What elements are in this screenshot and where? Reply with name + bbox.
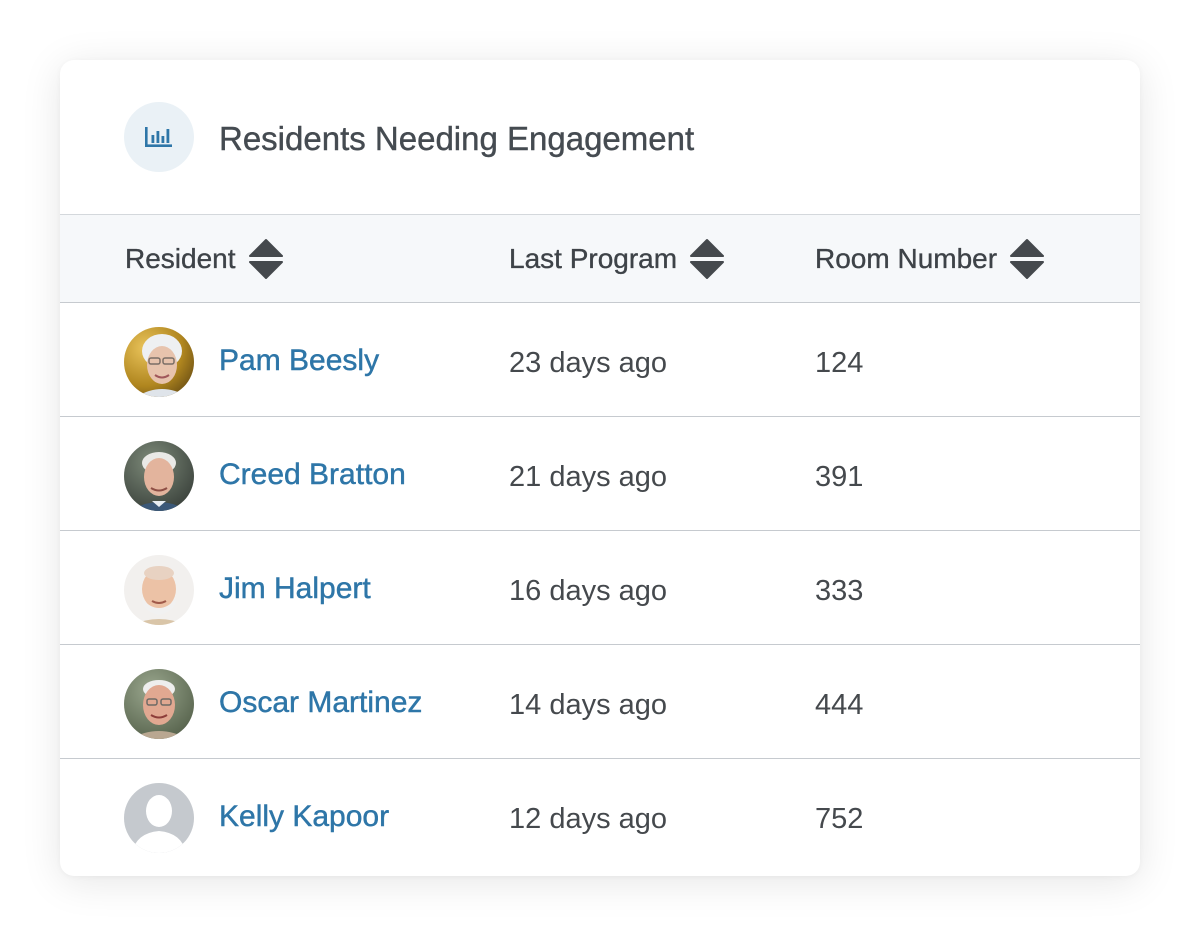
resident-name-link[interactable]: Kelly Kapoor (219, 800, 390, 833)
card-header: Residents Needing Engagement (60, 60, 1140, 215)
resident-name-link[interactable]: Creed Bratton (219, 458, 406, 491)
room-number-value: 444 (815, 689, 864, 721)
person-placeholder-icon (124, 783, 194, 853)
room-number-value: 124 (815, 347, 864, 379)
avatar[interactable] (124, 441, 194, 511)
room-number-value: 752 (815, 803, 864, 835)
table-row: Pam Beesly 23 days ago 124 (60, 303, 1140, 417)
table-row: Creed Bratton 21 days ago 391 (60, 417, 1140, 531)
column-header-last-program[interactable]: Last Program (509, 215, 725, 302)
room-number-value: 391 (815, 461, 864, 493)
resident-name-link[interactable]: Oscar Martinez (219, 686, 423, 719)
last-program-value: 23 days ago (509, 347, 668, 379)
column-header-resident[interactable]: Resident (125, 215, 283, 302)
table-row: Jim Halpert 16 days ago 333 (60, 531, 1140, 645)
sort-icon[interactable] (1010, 238, 1045, 280)
last-program-value: 21 days ago (509, 461, 668, 493)
sort-icon[interactable] (248, 238, 283, 280)
avatar[interactable] (124, 327, 194, 397)
room-number-value: 333 (815, 575, 864, 607)
resident-name-link[interactable]: Pam Beesly (219, 344, 380, 377)
resident-name-link[interactable]: Jim Halpert (219, 572, 371, 605)
column-label-last-program: Last Program (509, 242, 678, 274)
table-row: Oscar Martinez 14 days ago 444 (60, 645, 1140, 759)
card-title: Residents Needing Engagement (219, 120, 695, 157)
avatar-placeholder[interactable] (124, 783, 194, 853)
last-program-value: 16 days ago (509, 575, 668, 607)
column-label-resident: Resident (125, 242, 236, 274)
column-label-room-number: Room Number (815, 242, 998, 274)
column-header-room-number[interactable]: Room Number (815, 215, 1045, 302)
sort-icon[interactable] (690, 238, 725, 280)
last-program-value: 12 days ago (509, 803, 668, 835)
last-program-value: 14 days ago (509, 689, 668, 721)
avatar[interactable] (124, 555, 194, 625)
residents-card: Residents Needing Engagement Resident La… (60, 60, 1140, 876)
table-header: Resident Last Program Room Number (60, 215, 1140, 303)
bar-chart-icon (124, 102, 194, 172)
table-row: Kelly Kapoor 12 days ago 752 (60, 759, 1140, 873)
avatar[interactable] (124, 669, 194, 739)
